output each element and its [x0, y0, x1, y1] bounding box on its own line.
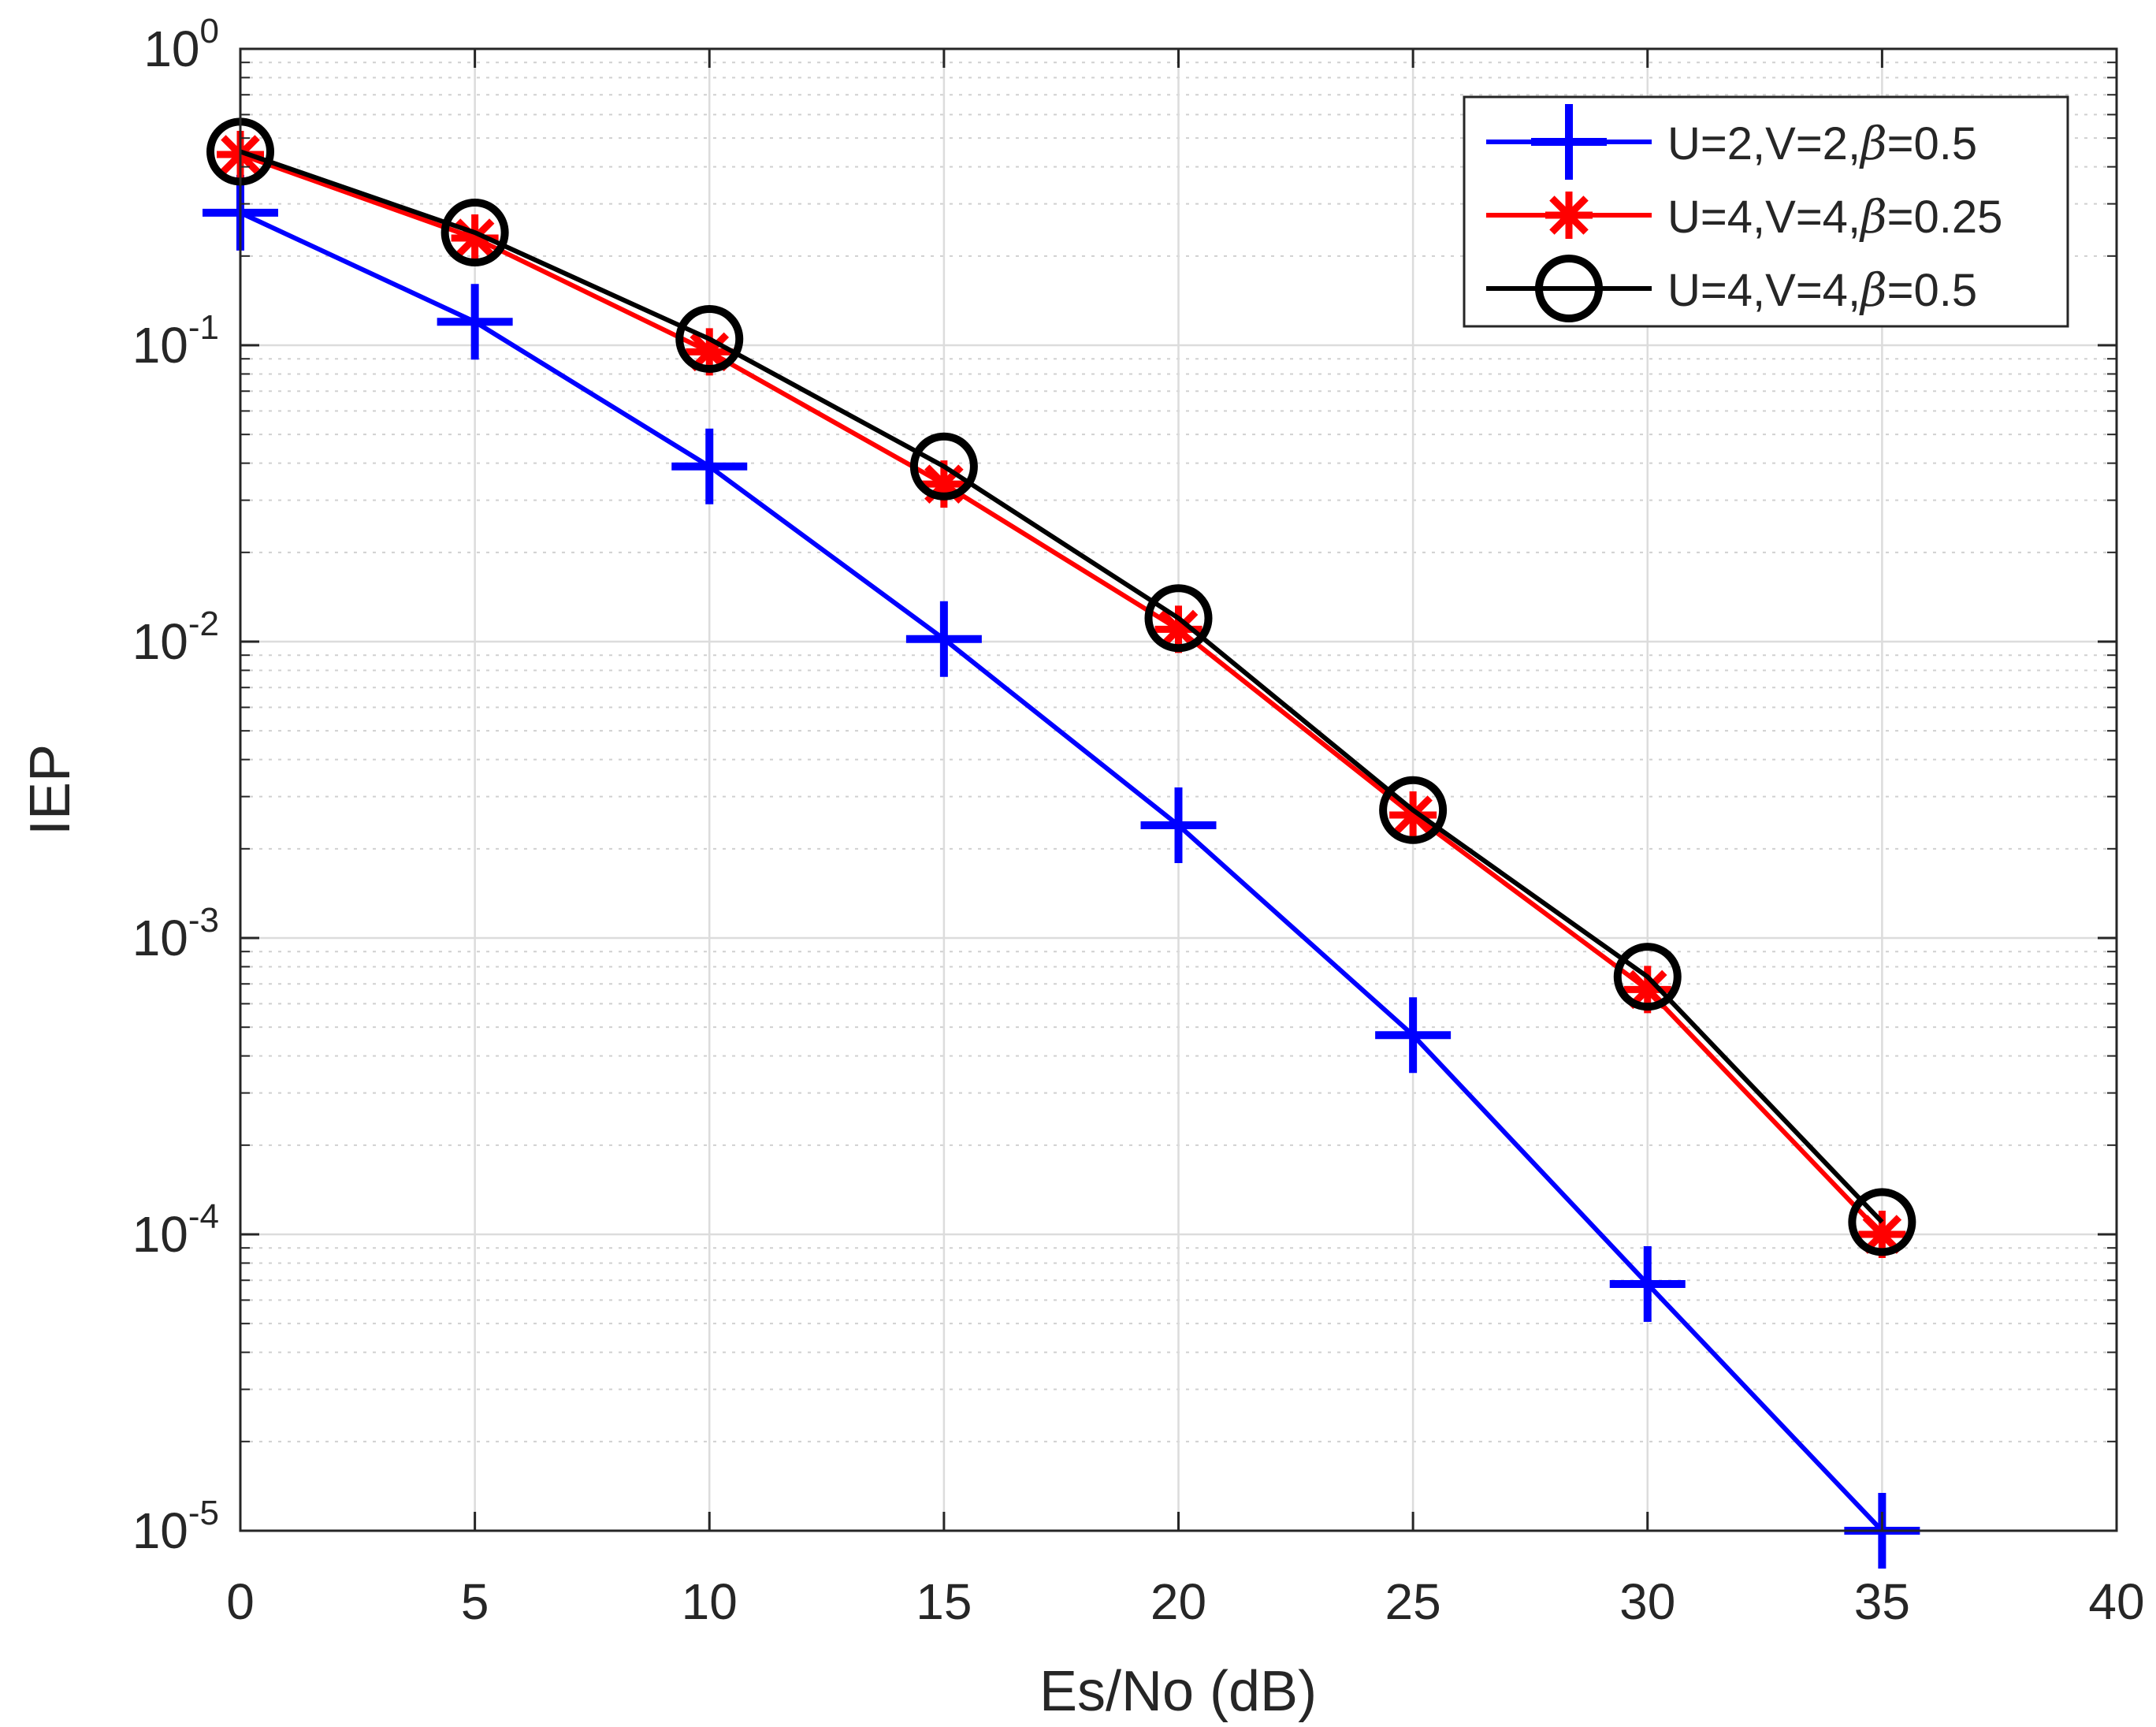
x-tick-label: 0	[226, 1573, 255, 1630]
marker-plus	[437, 284, 513, 360]
x-tick-label: 20	[1150, 1573, 1206, 1630]
series-line	[240, 149, 1884, 1224]
legend-label: U=4,V=4,β=0.5	[1667, 263, 1977, 317]
x-tick-label: 25	[1385, 1573, 1441, 1630]
x-tick-labels: 0 5 10 15 20 25 30 35 40	[226, 1573, 2144, 1630]
marker-circle	[675, 305, 744, 374]
marker-asterisk	[1389, 791, 1437, 839]
series-circle	[206, 117, 1916, 1256]
legend-entry: U=4,V=4,β=0.25	[1486, 190, 2002, 244]
x-tick-label: 10	[682, 1573, 738, 1630]
x-tick-label: 30	[1619, 1573, 1675, 1630]
legend: U=2,V=2,β=0.5 U=4,V=4,β=0.25 U=4,V=4,β=0.5	[1463, 95, 2069, 328]
marker-circle	[1535, 255, 1603, 322]
y-tick-label: 10-2	[132, 605, 219, 670]
series-layer	[203, 117, 1920, 1569]
marker-plus	[905, 601, 982, 677]
x-tick-label: 5	[461, 1573, 489, 1630]
y-axis-label: IEP	[19, 744, 82, 836]
legend-label: U=2,V=2,β=0.5	[1667, 117, 1977, 170]
series-line	[239, 210, 1884, 1533]
marker-circle	[440, 199, 509, 267]
tick-marks	[239, 47, 2118, 1532]
marker-plus	[1609, 1245, 1686, 1322]
marker-circle	[1379, 776, 1448, 844]
x-axis-label: Es/No (dB)	[1039, 1660, 1317, 1723]
x-tick-label: 35	[1854, 1573, 1910, 1630]
legend-entry: U=4,V=4,β=0.5	[1486, 255, 1977, 322]
y-tick-label: 10-4	[132, 1197, 219, 1263]
legend-label: U=4,V=4,β=0.25	[1667, 190, 2002, 244]
x-tick-label: 40	[2088, 1573, 2144, 1630]
marker-plus	[1140, 787, 1217, 864]
y-tick-labels: 10-5 10-4 10-3 10-2 10-1 100	[132, 12, 219, 1559]
legend-entry: U=2,V=2,β=0.5	[1486, 104, 1977, 180]
marker-circle	[1613, 943, 1682, 1011]
marker-plus	[1375, 997, 1452, 1074]
marker-plus	[1531, 104, 1607, 180]
y-tick-label: 100	[143, 12, 219, 77]
y-tick-label: 10-3	[132, 901, 219, 966]
y-tick-label: 10-1	[132, 308, 219, 374]
y-tick-label: 10-5	[132, 1494, 219, 1559]
marker-plus	[671, 428, 748, 504]
marker-circle	[909, 432, 978, 501]
marker-circle	[1144, 584, 1213, 653]
marker-asterisk	[1545, 192, 1593, 239]
marker-circle	[1848, 1188, 1916, 1256]
x-tick-label: 15	[916, 1573, 972, 1630]
series-line	[239, 152, 1884, 1237]
